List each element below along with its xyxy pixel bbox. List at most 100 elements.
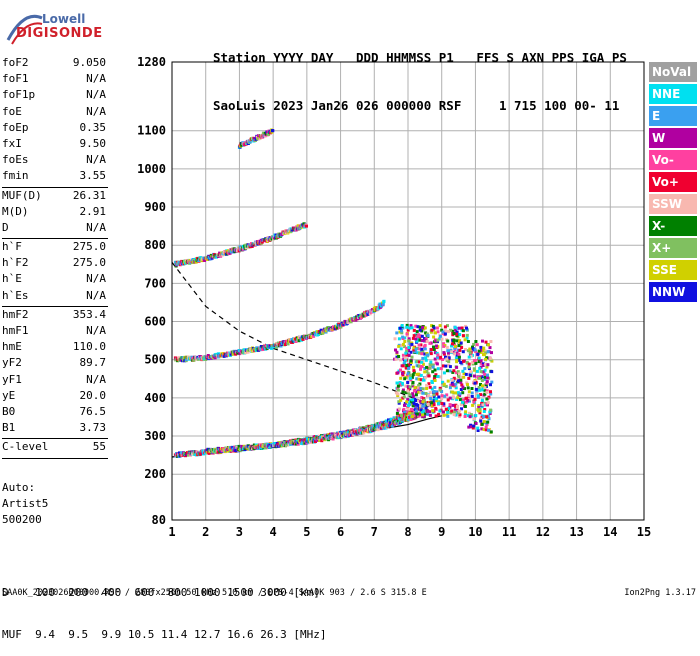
x-tick-label: 15 [637, 525, 651, 539]
echo-point [225, 354, 229, 357]
spread-f-point [403, 377, 407, 381]
param-name: fmin [2, 169, 29, 183]
spread-f-point [476, 429, 480, 432]
spread-f-point [467, 376, 471, 380]
spread-f-point [412, 389, 416, 393]
spread-f-point [418, 382, 422, 386]
spread-f-point [423, 347, 427, 351]
param-separator [2, 457, 108, 459]
spread-f-point [417, 343, 421, 347]
spread-f-point [447, 406, 451, 410]
param-name: yE [2, 388, 16, 402]
spread-f-point [450, 381, 454, 385]
spread-f-point [455, 377, 459, 381]
spread-f-point [456, 370, 460, 374]
spread-f-point [483, 408, 487, 411]
param-separator [2, 186, 108, 188]
spread-f-point [416, 403, 420, 407]
muf-table: D 100 200 400 600 800 1000 1500 3000 [km… [2, 558, 327, 656]
spread-f-point [483, 386, 487, 390]
param-row: D N/A [2, 221, 108, 237]
spread-f-point [421, 326, 424, 330]
spread-f-point [455, 330, 459, 334]
spread-f-point [445, 393, 449, 397]
spread-f-point [425, 332, 429, 336]
legend-item-x-: X- [649, 216, 697, 236]
spread-f-point [461, 385, 465, 389]
param-separator [2, 438, 108, 440]
legend-item-nne: NNE [649, 84, 697, 104]
spread-f-point [451, 370, 455, 374]
spread-f-point [455, 332, 458, 336]
x-tick-label: 3 [236, 525, 243, 539]
spread-f-point [452, 369, 456, 373]
spread-f-point [465, 381, 469, 385]
spread-f-point [420, 347, 424, 351]
echo-point [301, 337, 305, 341]
echo-point [260, 240, 264, 244]
spread-f-point [444, 364, 448, 368]
spread-f-point [417, 399, 420, 403]
spread-f-point [477, 376, 481, 380]
spread-f-point [471, 403, 475, 407]
spread-f-point [412, 369, 416, 373]
spread-f-point [458, 413, 462, 417]
spread-f-point [404, 384, 408, 388]
spread-f-point [467, 365, 471, 369]
spread-f-point [442, 382, 446, 386]
spread-f-point [428, 413, 432, 417]
spread-f-point [436, 367, 440, 371]
spread-f-point [420, 339, 424, 343]
spread-f-point [417, 414, 421, 418]
spread-f-point [426, 372, 430, 376]
spread-f-point [405, 346, 409, 350]
spread-f-point [401, 364, 405, 368]
spread-f-point [420, 352, 424, 356]
spread-f-point [488, 356, 492, 360]
spread-f-point [434, 390, 438, 394]
spread-f-point [447, 360, 451, 363]
spread-f-point [487, 428, 490, 432]
spread-f-point [442, 413, 446, 417]
spread-f-point [477, 409, 481, 413]
spread-f-point [443, 332, 447, 336]
spread-f-point [396, 394, 400, 397]
spread-f-point [472, 417, 476, 421]
spread-f-point [406, 407, 410, 411]
spread-f-point [466, 414, 470, 418]
spread-f-point [418, 338, 422, 342]
spread-f-point [472, 367, 476, 371]
spread-f-point [467, 362, 471, 366]
spread-f-point [479, 350, 483, 354]
spread-f-point [457, 411, 460, 415]
spread-f-point [454, 382, 458, 386]
spread-f-point [403, 402, 407, 405]
param-value: N/A [86, 288, 106, 302]
spread-f-point [446, 339, 450, 343]
echo-point [305, 224, 308, 228]
spread-f-point [453, 410, 457, 414]
x-tick-label: 5 [303, 525, 310, 539]
spread-f-point [442, 344, 446, 348]
param-row: foF2 9.050 [2, 56, 108, 72]
spread-f-point [475, 369, 479, 373]
spread-f-point [483, 403, 486, 407]
spread-f-point [430, 328, 434, 332]
echo-point [248, 245, 252, 249]
spread-f-point [486, 401, 490, 405]
x-tick-label: 6 [337, 525, 344, 539]
spread-f-point [418, 347, 422, 351]
spread-f-point [405, 332, 409, 336]
spread-f-point [459, 402, 463, 406]
spread-f-point [466, 386, 470, 390]
spread-f-point [472, 400, 476, 404]
spread-f-point [399, 347, 403, 351]
spread-f-point [481, 370, 485, 374]
spread-f-point [485, 415, 489, 419]
echo-point [342, 322, 346, 326]
spread-f-point [460, 326, 464, 330]
spread-f-point [407, 346, 411, 349]
echo-point [229, 448, 233, 452]
spread-f-point [459, 341, 463, 345]
spread-f-point [395, 411, 399, 415]
